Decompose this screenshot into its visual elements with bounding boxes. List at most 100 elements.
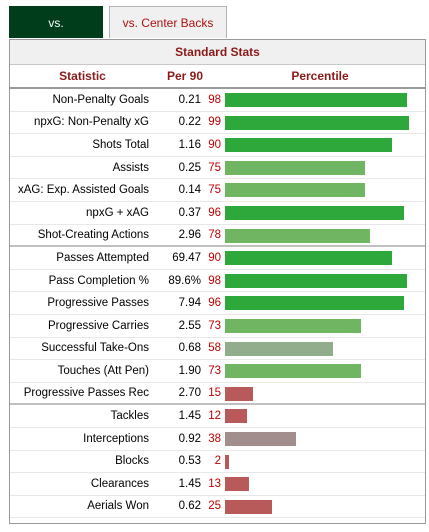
table-row: Progressive Carries 2.55 73 <box>10 315 425 338</box>
percentile-bar-cell <box>225 247 425 269</box>
percentile-bar-cell <box>225 202 425 224</box>
percentile-bar-cell <box>225 360 425 382</box>
per90-value: 0.53 <box>178 455 201 468</box>
per90-value: 2.55 <box>178 319 201 332</box>
percentile-bar <box>225 296 404 311</box>
header-percentile[interactable]: Percentile <box>291 69 349 83</box>
percentile-bar-cell <box>225 292 425 314</box>
percentile-bar-cell <box>225 89 425 111</box>
per90-value: 0.62 <box>178 500 201 513</box>
per90-value: 7.94 <box>178 297 201 310</box>
stat-name[interactable]: npxG: Non-Penalty xG <box>33 116 149 129</box>
percentile-bar <box>225 364 361 379</box>
per90-value: 0.21 <box>178 93 201 106</box>
stat-name[interactable]: Blocks <box>115 455 149 468</box>
percentile-bar-cell <box>225 225 425 246</box>
percentile-bar <box>225 454 229 469</box>
percentile-value: 73 <box>208 364 221 377</box>
header-statistic[interactable]: Statistic <box>59 69 106 83</box>
stat-name[interactable]: Touches (Att Pen) <box>57 364 149 377</box>
per90-value: 2.70 <box>178 387 201 400</box>
percentile-bar-cell <box>225 473 425 495</box>
percentile-bar <box>225 431 296 446</box>
percentile-value: 58 <box>208 342 221 355</box>
table-row: Shot-Creating Actions 2.96 78 <box>10 225 425 248</box>
per90-value: 1.45 <box>178 410 201 423</box>
percentile-value: 15 <box>208 387 221 400</box>
stat-name[interactable]: Shots Total <box>92 138 149 151</box>
table-title: Standard Stats <box>10 40 425 65</box>
percentile-value: 99 <box>208 116 221 129</box>
per90-value: 89.6% <box>168 274 201 287</box>
stat-name[interactable]: Progressive Passes Rec <box>23 387 149 400</box>
percentile-bar-cell <box>225 338 425 360</box>
percentile-value: 38 <box>208 432 221 445</box>
stat-name[interactable]: Progressive Carries <box>48 319 149 332</box>
percentile-value: 75 <box>208 161 221 174</box>
per90-value: 0.68 <box>178 342 201 355</box>
percentile-bar <box>225 386 253 401</box>
percentile-bar-cell <box>225 451 425 473</box>
stat-name[interactable]: Pass Completion % <box>48 274 149 287</box>
table-row: Passes Attempted 69.47 90 <box>10 247 425 270</box>
table-row: Non-Penalty Goals 0.21 98 <box>10 89 425 112</box>
stat-name[interactable]: xAG: Exp. Assisted Goals <box>17 184 149 197</box>
table-body: Non-Penalty Goals 0.21 98 npxG: Non-Penalty… <box>10 89 425 519</box>
per90-value: 0.14 <box>178 184 201 197</box>
per90-value: 1.45 <box>178 477 201 490</box>
percentile-value: 90 <box>208 251 221 264</box>
table-row: npxG: Non-Penalty xG 0.22 99 <box>10 112 425 135</box>
per90-value: 0.37 <box>178 206 201 219</box>
per90-value: 0.25 <box>178 161 201 174</box>
table-row: Successful Take-Ons 0.68 58 <box>10 338 425 361</box>
table-row: Interceptions 0.92 38 <box>10 428 425 451</box>
stat-name[interactable]: Non-Penalty Goals <box>52 93 149 106</box>
stat-name[interactable]: npxG + xAG <box>86 206 149 219</box>
stat-name[interactable]: Progressive Passes <box>47 297 149 310</box>
percentile-value: 12 <box>208 410 221 423</box>
percentile-value: 98 <box>208 93 221 106</box>
tab-vs-center-backs[interactable]: vs. Center Backs <box>109 6 227 38</box>
percentile-bar <box>225 318 361 333</box>
stat-name[interactable]: Clearances <box>90 477 149 490</box>
stats-table: Standard Stats Statistic Per 90 Percenti… <box>9 39 426 524</box>
per90-value: 69.47 <box>172 251 201 264</box>
table-row: Blocks 0.53 2 <box>10 451 425 474</box>
percentile-value: 96 <box>208 206 221 219</box>
percentile-value: 73 <box>208 319 221 332</box>
stat-name[interactable]: Successful Take-Ons <box>41 342 149 355</box>
stat-name[interactable]: Interceptions <box>83 432 149 445</box>
percentile-bar-cell <box>225 157 425 179</box>
percentile-value: 2 <box>214 455 221 468</box>
table-row: npxG + xAG 0.37 96 <box>10 202 425 225</box>
percentile-bar <box>225 341 333 356</box>
percentile-bar-cell <box>225 428 425 450</box>
percentile-bar <box>225 93 407 107</box>
stat-name[interactable]: Aerials Won <box>87 500 149 513</box>
percentile-bar <box>225 205 404 220</box>
percentile-value: 25 <box>208 500 221 513</box>
stat-name[interactable]: Passes Attempted <box>56 251 149 264</box>
tab-vs-fullbacks[interactable]: vs. Fullbacks <box>9 6 103 62</box>
table-row: Shots Total 1.16 90 <box>10 134 425 157</box>
percentile-bar-cell <box>225 315 425 337</box>
table-row: Progressive Passes 7.94 96 <box>10 292 425 315</box>
stat-name[interactable]: Shot-Creating Actions <box>37 228 149 241</box>
table-row: Touches (Att Pen) 1.90 73 <box>10 360 425 383</box>
stat-name[interactable]: Assists <box>112 161 149 174</box>
percentile-value: 13 <box>208 477 221 490</box>
per90-value: 1.16 <box>178 138 201 151</box>
percentile-bar <box>225 499 272 514</box>
header-per90[interactable]: Per 90 <box>166 69 204 83</box>
percentile-bar-cell <box>225 112 425 134</box>
percentile-bar-cell <box>225 383 425 404</box>
table-row: xAG: Exp. Assisted Goals 0.14 75 <box>10 179 425 202</box>
comparison-tabs: vs. Fullbacks vs. Center Backs <box>9 6 227 62</box>
table-row: Tackles 1.45 12 <box>10 405 425 428</box>
stat-name[interactable]: Tackles <box>110 410 149 423</box>
percentile-bar <box>225 251 392 266</box>
table-row: Aerials Won 0.62 25 <box>10 496 425 519</box>
per90-value: 0.92 <box>178 432 201 445</box>
table-header: Statistic Per 90 Percentile <box>10 65 425 89</box>
percentile-bar-cell <box>225 405 425 427</box>
